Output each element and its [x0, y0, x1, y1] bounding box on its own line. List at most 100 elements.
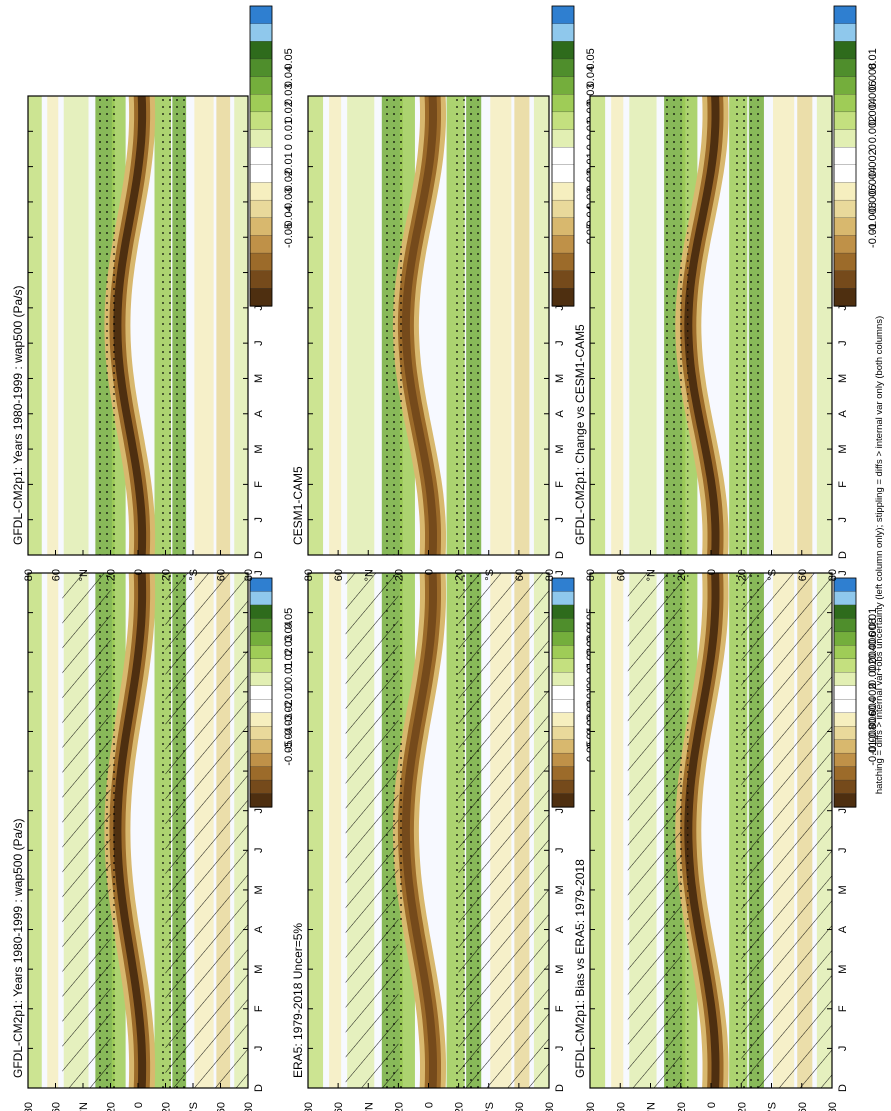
panel-0: DJFMAMJJASONDJ8060°N20020°S6080GFDL-CM2p… — [11, 570, 295, 1111]
lat-band-9 — [533, 96, 549, 555]
month-label: D — [554, 1084, 566, 1092]
lat-label: 60 — [333, 1102, 345, 1111]
lat-label: 60 — [216, 569, 228, 581]
colorbar-label: -0.006 — [867, 711, 879, 742]
lat-label: °S — [484, 569, 496, 581]
colorbar-swatch — [551, 288, 575, 307]
month-label: M — [554, 444, 566, 453]
colorbar-swatch — [551, 631, 575, 647]
colorbar-swatch — [249, 235, 273, 254]
colorbar-swatch — [551, 604, 575, 620]
colorbar-swatch — [249, 5, 273, 25]
month-label: J — [837, 848, 849, 854]
colorbar-label: 0.004 — [867, 98, 879, 126]
colorbar-swatch — [833, 793, 857, 808]
colorbar-swatch — [249, 41, 273, 60]
colorbar-label: 0 — [867, 683, 879, 689]
lat-label: 80 — [303, 1102, 315, 1111]
colorbar-swatch — [833, 94, 857, 113]
lat-label: 20 — [736, 569, 748, 581]
colorbar-swatch — [551, 270, 575, 290]
stippling-north — [383, 96, 406, 555]
month-label: F — [554, 1005, 566, 1012]
month-label: M — [837, 885, 849, 894]
colorbar-swatch — [833, 23, 857, 42]
colorbar-swatch — [249, 129, 273, 148]
colorbar-label: -0.04 — [283, 727, 295, 752]
lat-band-9 — [816, 96, 832, 555]
colorbar-swatch — [833, 591, 857, 606]
lat-label: 60 — [333, 569, 345, 581]
panel-title: GFDL-CM2p1: Change vs CESM1-CAM5 — [573, 324, 587, 545]
month-label: J — [554, 517, 566, 523]
colorbar-swatch — [551, 726, 575, 741]
lat-label: 20 — [161, 569, 173, 581]
colorbar-label: 0.004 — [867, 645, 879, 673]
lat-label: 20 — [454, 569, 466, 581]
month-label: J — [253, 1046, 265, 1052]
lat-label: 60 — [216, 1102, 228, 1111]
lat-label: 80 — [23, 569, 35, 581]
month-label: M — [554, 965, 566, 974]
lat-label: 0 — [133, 1102, 145, 1108]
colorbar-swatch — [249, 645, 273, 660]
month-label: J — [253, 305, 265, 311]
colorbar-label: 0 — [283, 144, 295, 150]
month-label: J — [253, 340, 265, 346]
colorbar-swatch — [833, 111, 857, 131]
lat-label: 80 — [827, 1102, 839, 1111]
lat-band-7 — [773, 96, 795, 555]
colorbar-label: 0.04 — [283, 621, 295, 642]
lat-label: 80 — [23, 1102, 35, 1111]
colorbar-swatch — [833, 685, 857, 700]
month-label: A — [554, 925, 566, 933]
month-label: F — [837, 1005, 849, 1012]
colorbar-label: -0.02 — [283, 700, 295, 725]
lat-label: 20 — [393, 1102, 405, 1111]
itcz-contour-0 — [675, 96, 729, 555]
colorbar-label: -0.01 — [283, 152, 295, 177]
colorbar-swatch — [833, 699, 857, 714]
colorbar-label: -0.002 — [867, 149, 879, 180]
lat-label: 60 — [615, 569, 627, 581]
colorbar-swatch — [551, 217, 575, 237]
colorbar-swatch — [833, 631, 857, 647]
colorbar-swatch — [833, 766, 857, 781]
lat-label: °N — [363, 1102, 375, 1111]
lat-label: 0 — [706, 1102, 718, 1108]
lat-label: 80 — [544, 1102, 556, 1111]
lat-label: 20 — [393, 569, 405, 581]
lat-band-1 — [47, 573, 59, 1088]
month-label: D — [837, 551, 849, 559]
lat-label: 80 — [243, 569, 255, 581]
lat-band-1 — [329, 96, 342, 555]
colorbar-swatch — [833, 76, 857, 95]
lat-band-0 — [28, 573, 42, 1088]
colorbar-label: -0.03 — [283, 714, 295, 739]
colorbar-swatch — [833, 604, 857, 620]
colorbar-swatch — [551, 76, 575, 95]
lat-label: 0 — [424, 569, 436, 575]
lat-band-1 — [611, 96, 624, 555]
colorbar-swatch — [833, 288, 857, 307]
lat-band-7 — [194, 96, 214, 555]
colorbar-swatch — [551, 94, 575, 113]
colorbar-label: 0.02 — [283, 101, 295, 122]
colorbar-swatch — [551, 752, 575, 768]
colorbar-swatch — [551, 129, 575, 148]
lat-label: °S — [188, 569, 200, 581]
colorbar-swatch — [249, 631, 273, 647]
colorbar-swatch — [249, 685, 273, 700]
colorbar-label: 0.03 — [283, 84, 295, 105]
colorbar-swatch — [551, 618, 575, 633]
itcz-contour-2 — [401, 96, 437, 555]
colorbar-label: 0.002 — [867, 116, 879, 144]
lat-label: 60 — [51, 1102, 63, 1111]
colorbar-swatch — [833, 129, 857, 148]
colorbar-label: 0.008 — [867, 618, 879, 646]
panels-layer: DJFMAMJJASONDJ8060°N20020°S6080GFDL-CM2p… — [11, 5, 879, 1111]
month-label: M — [253, 444, 265, 453]
month-label: J — [837, 517, 849, 523]
colorbar-swatch — [551, 252, 575, 272]
panel-3: DJFMAMJJASONDJ8060°N20020°S6080GFDL-CM2p… — [11, 5, 295, 581]
